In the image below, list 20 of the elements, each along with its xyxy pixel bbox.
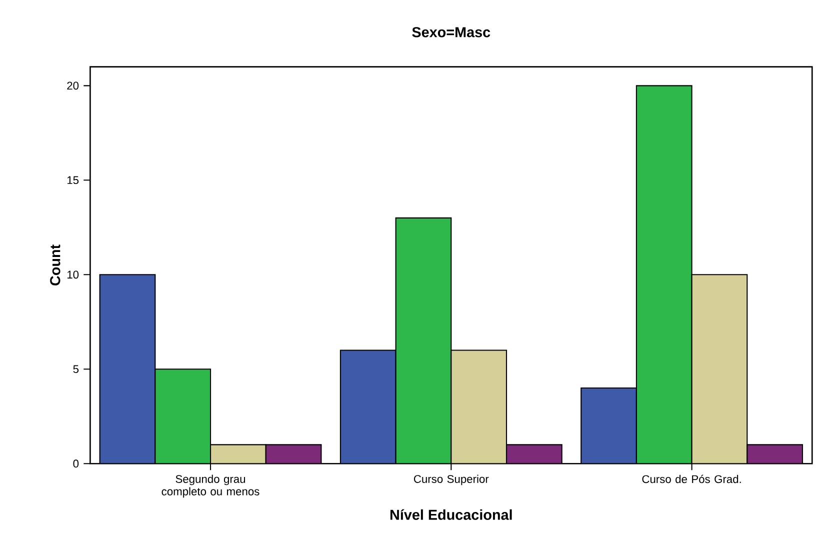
- y-tick-label: 15: [67, 176, 79, 184]
- bar: [265, 444, 322, 464]
- y-axis-title: Count: [50, 244, 60, 286]
- bar: [210, 444, 266, 464]
- y-tick-label: 0: [73, 460, 79, 468]
- x-axis-title: Nível Educacional: [390, 509, 512, 520]
- bar: [746, 444, 804, 464]
- y-tick-label: 10: [67, 270, 79, 279]
- y-tick-label: 5: [73, 365, 79, 373]
- y-tick-label: 20: [67, 82, 79, 90]
- bar: [154, 368, 212, 464]
- bar: [506, 444, 562, 464]
- chart-title: Sexo=Masc: [412, 27, 490, 38]
- bar: [636, 85, 692, 464]
- x-tick-label: Curso de Pós Grad.: [642, 474, 741, 484]
- bar: [691, 274, 748, 464]
- bar: [395, 217, 452, 464]
- bar: [450, 350, 508, 464]
- x-tick-label: Curso Superior: [414, 474, 489, 486]
- x-tick-label: Segundo grau completo ou menos: [162, 474, 260, 498]
